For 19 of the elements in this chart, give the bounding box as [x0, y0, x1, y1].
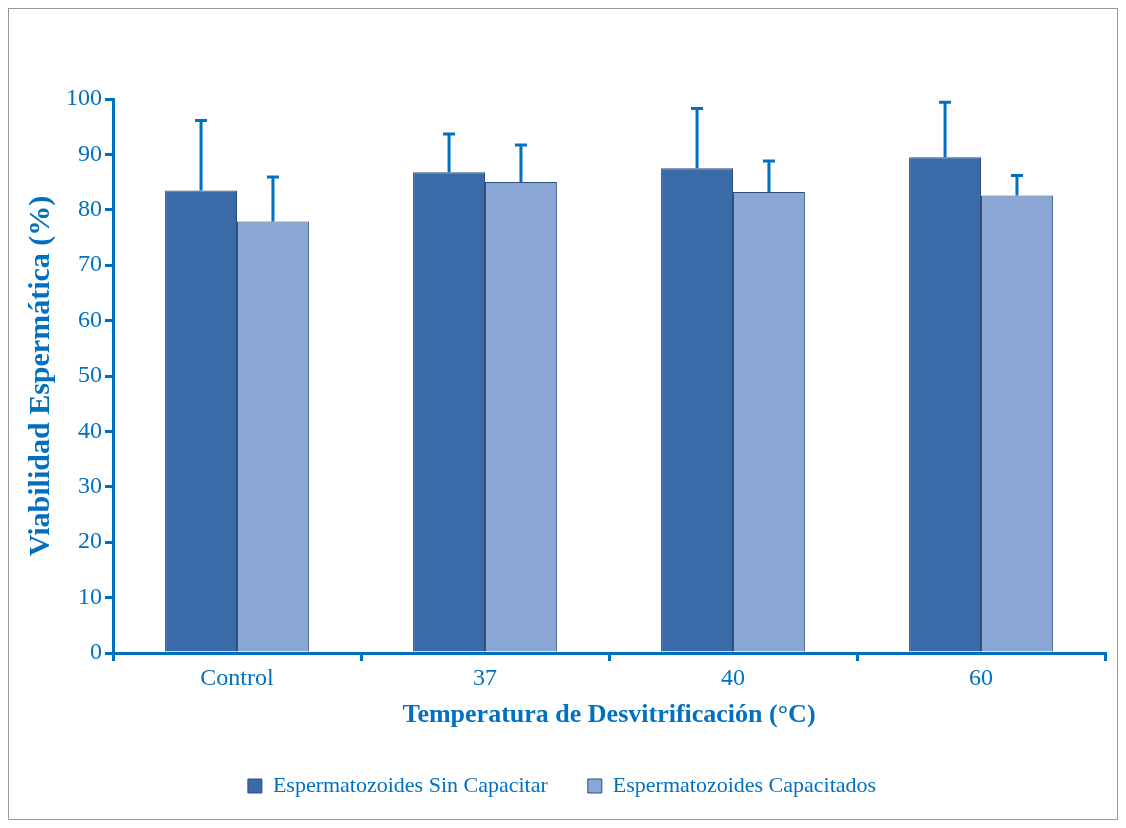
x-axis-title: Temperatura de Desvitrificación (°C)	[402, 699, 816, 729]
y-axis-title: Viabilidad Espermática (%)	[21, 195, 56, 557]
y-tick-label: 60	[78, 305, 102, 332]
y-tick-label: 0	[90, 638, 102, 665]
y-tick-label: 90	[78, 139, 102, 166]
x-tick-label: Control	[200, 663, 274, 690]
y-tick-label: 50	[78, 361, 102, 388]
y-tick-label: 10	[78, 582, 102, 609]
y-tick-label: 70	[78, 250, 102, 277]
legend-label: Espermatozoides Sin Capacitar	[272, 771, 549, 797]
y-tick-label: 100	[66, 84, 102, 111]
y-tick-label: 20	[78, 527, 102, 554]
legend-label: Espermatozoides Capacitados	[612, 771, 877, 797]
y-tick-label: 80	[78, 195, 102, 222]
x-tick-label: 37	[473, 663, 497, 690]
x-tick-label: 40	[721, 663, 745, 690]
y-tick-label: 30	[78, 472, 102, 499]
y-tick-label: 40	[78, 416, 102, 443]
x-tick-label: 60	[969, 663, 993, 690]
